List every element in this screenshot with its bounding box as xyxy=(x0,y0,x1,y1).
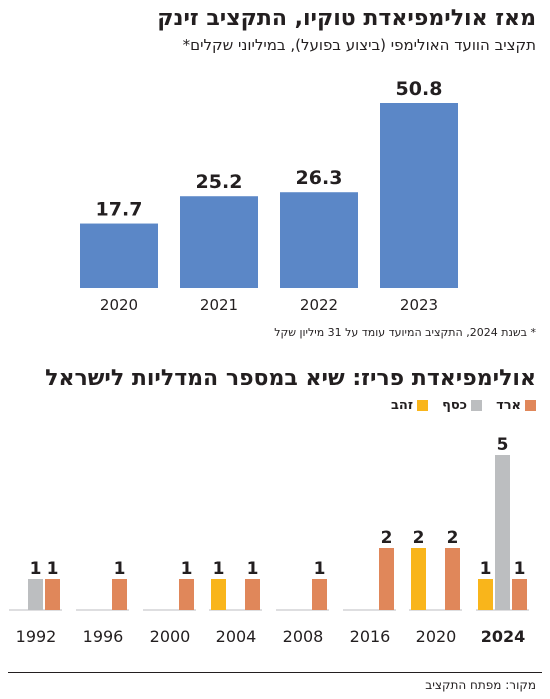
medal-bar-gold-2004 xyxy=(211,579,226,610)
medal-value-label: 2 xyxy=(381,528,393,548)
legend-swatch-gold xyxy=(417,400,429,411)
medal-bar-bronze-2024 xyxy=(512,579,527,610)
medal-bar-bronze-1996 xyxy=(112,579,127,610)
medal-bar-bronze-2016 xyxy=(379,548,394,610)
medal-year-label: 2004 xyxy=(216,627,257,646)
legend-label-gold: זהב xyxy=(391,398,414,413)
medal-bar-bronze-2008 xyxy=(312,579,327,610)
legend-swatch-silver xyxy=(471,400,483,411)
budget-value-label: 17.7 xyxy=(96,199,143,221)
medal-bar-bronze-2000 xyxy=(179,579,194,610)
budget-category-label: 2020 xyxy=(100,296,138,314)
budget-bar-chart: 17.7 2020 25.2 2021 26.3 2022 50.8 2023 xyxy=(80,78,458,314)
source-note: מקור: מפתח התקציב xyxy=(425,678,536,692)
source-divider xyxy=(8,672,542,673)
chart-title-budget: מאז אולימפיאדת טוקיו, התקציב זינק xyxy=(157,6,536,31)
medal-value-label: 1 xyxy=(114,559,126,579)
budget-category-label: 2023 xyxy=(400,296,438,314)
medal-value-label: 1 xyxy=(213,559,225,579)
budget-category-label: 2022 xyxy=(300,296,338,314)
legend-item-bronze: ארד xyxy=(496,398,536,413)
medal-value-label: 1 xyxy=(30,559,42,579)
medal-year-label: 2024 xyxy=(481,627,526,646)
medal-value-label: 1 xyxy=(480,559,492,579)
budget-value-label: 25.2 xyxy=(196,171,243,193)
medal-bar-silver-1992 xyxy=(28,579,43,610)
legend-label-silver: כסף xyxy=(442,398,468,413)
legend-item-gold: זהב xyxy=(391,398,429,413)
medal-value-label: 1 xyxy=(514,559,526,579)
medal-value-label: 5 xyxy=(497,435,509,455)
medal-bar-silver-2024 xyxy=(495,455,510,610)
budget-value-label: 50.8 xyxy=(396,78,443,100)
chart-title-medals: אולימפיאדת פריז: שיא במספר המדליות לישרא… xyxy=(45,366,536,391)
medal-value-label: 2 xyxy=(413,528,425,548)
medal-value-label: 1 xyxy=(47,559,59,579)
legend-swatch-bronze xyxy=(525,400,536,411)
medal-year-label: 2008 xyxy=(283,627,324,646)
medal-bar-bronze-2004 xyxy=(245,579,260,610)
budget-bar-2022 xyxy=(280,192,358,288)
medal-bar-bronze-1992 xyxy=(45,579,60,610)
medal-bar-gold-2020 xyxy=(411,548,426,610)
medal-year-label: 1996 xyxy=(83,627,124,646)
medal-value-label: 2 xyxy=(447,528,459,548)
budget-value-label: 26.3 xyxy=(296,167,343,189)
budget-bar-2020 xyxy=(80,223,158,288)
budget-bar-2021 xyxy=(180,196,258,288)
legend-item-silver: כסף xyxy=(442,398,483,413)
legend-label-bronze: ארד xyxy=(496,398,521,413)
medal-value-label: 1 xyxy=(314,559,326,579)
medal-year-label: 1992 xyxy=(16,627,57,646)
chart-subtitle-budget: תקציב הוועד האולימפי (ביצוע בפועל), במיל… xyxy=(182,36,536,54)
medal-value-label: 1 xyxy=(247,559,259,579)
medal-year-label: 2016 xyxy=(350,627,391,646)
medal-bar-gold-2024 xyxy=(478,579,493,610)
budget-footnote: * בשנת 2024, התקציב המיועד עומד על 31 מי… xyxy=(274,326,536,339)
budget-bar-2023 xyxy=(380,103,458,288)
budget-category-label: 2021 xyxy=(200,296,238,314)
medals-legend: ארד כסף זהב xyxy=(391,398,536,413)
medal-year-label: 2020 xyxy=(416,627,457,646)
medal-year-label: 2000 xyxy=(150,627,191,646)
medal-bar-bronze-2020 xyxy=(445,548,460,610)
medal-value-label: 1 xyxy=(181,559,193,579)
